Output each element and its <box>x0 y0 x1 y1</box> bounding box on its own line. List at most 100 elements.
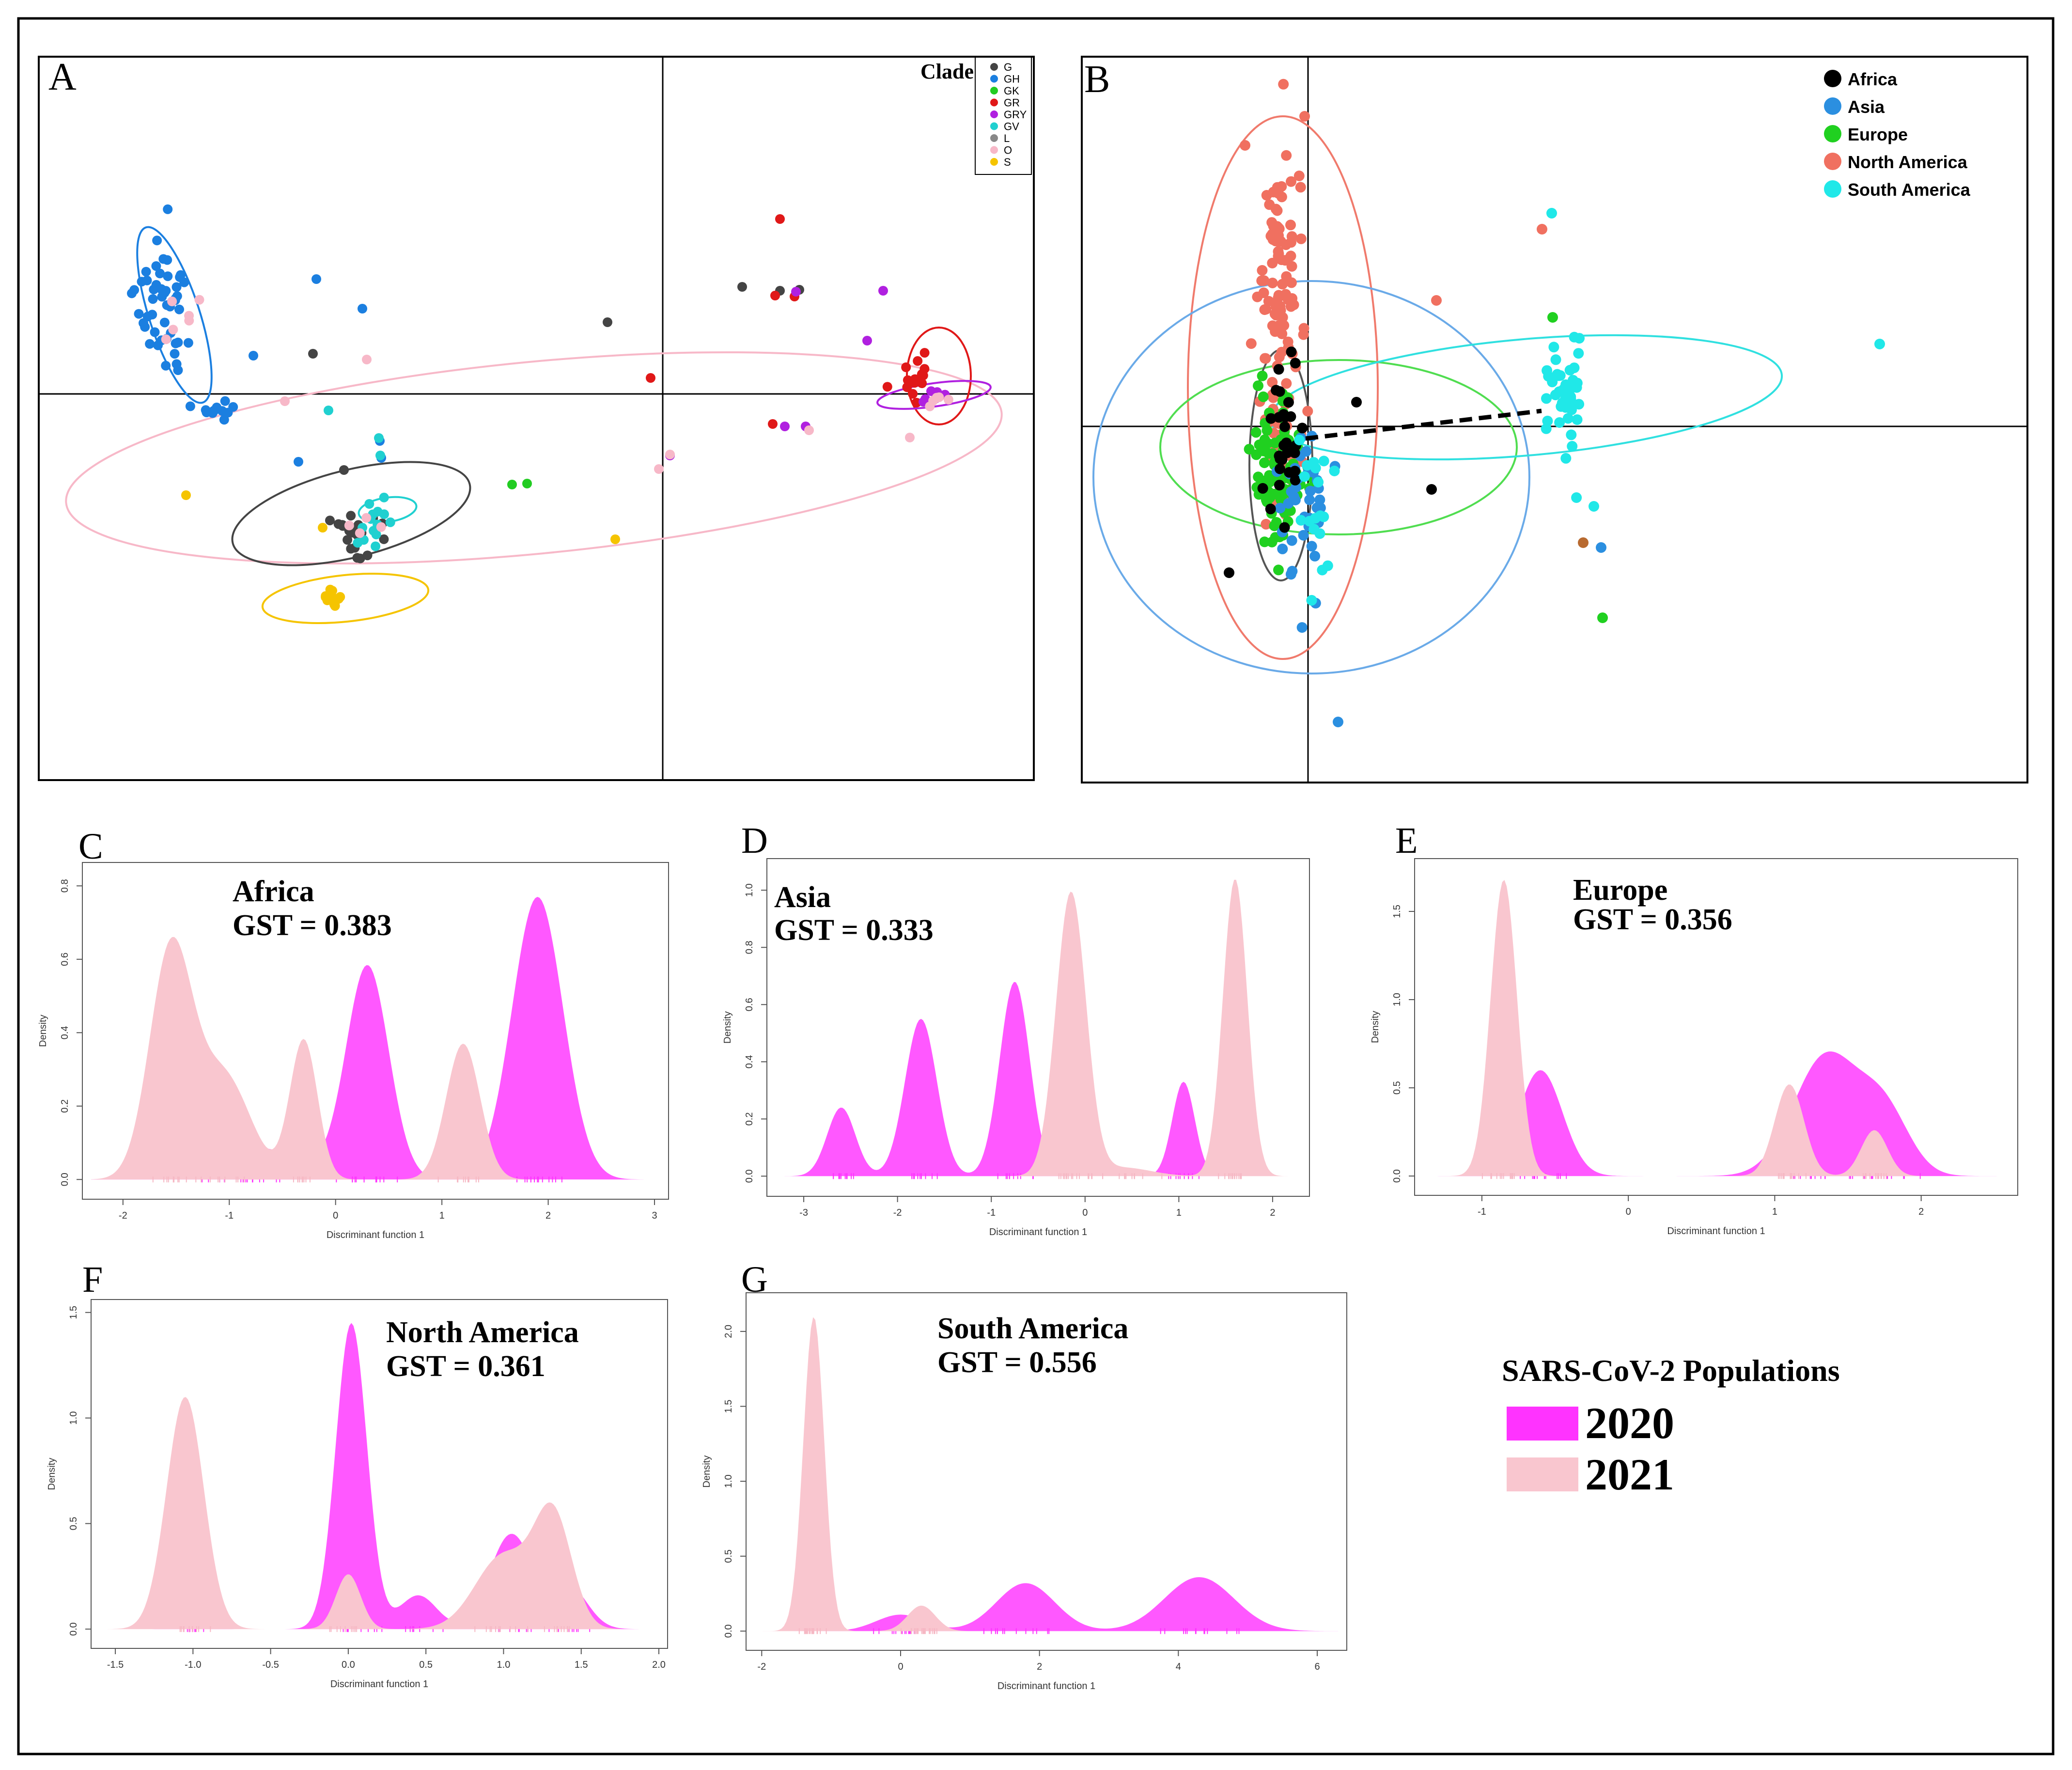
clade-legend-marker-l <box>990 134 998 142</box>
point-clade-gv <box>374 433 384 443</box>
point-region-south-america <box>1302 460 1312 471</box>
density-area-e-2021 <box>1423 880 2009 1176</box>
point-clade-gh <box>170 349 180 359</box>
point-clade-gry <box>878 286 888 296</box>
panel-a-label: A <box>48 56 77 98</box>
panel-a-legend-title: Clade <box>920 60 974 83</box>
clade-legend-marker-gv <box>990 122 998 130</box>
point-region-south-america <box>1313 477 1324 487</box>
density-area-c-2020 <box>91 897 660 1180</box>
point-region-africa <box>1426 484 1437 495</box>
point-clade-o <box>925 401 935 411</box>
point-region-europe <box>1269 520 1280 532</box>
y-axis-label: Density <box>38 1015 48 1047</box>
point-region-south-america <box>1571 382 1582 393</box>
point-clade-g <box>603 317 612 327</box>
point-region-north-america <box>1285 251 1296 262</box>
point-clade-g <box>346 544 356 554</box>
point-region-north-america <box>1287 293 1298 304</box>
clade-legend-marker-gh <box>990 75 998 83</box>
point-clade-gv <box>385 517 395 527</box>
y-tick-label: 1.5 <box>1392 905 1402 918</box>
point-clade-gv <box>353 538 363 548</box>
point-clade-gh <box>173 365 183 375</box>
region-legend-label-europe: Europe <box>1848 125 1908 144</box>
point-clade-gry <box>791 287 801 297</box>
point-region-south-america <box>1295 515 1307 526</box>
point-region-north-america <box>1298 323 1309 334</box>
point-region-asia <box>1296 622 1308 633</box>
point-region-south-america <box>1329 466 1340 476</box>
x-tick-label: -1 <box>987 1207 996 1218</box>
point-clade-gv <box>324 406 333 415</box>
y-axis-label: Density <box>47 1458 57 1490</box>
x-tick-label: 0 <box>898 1661 903 1672</box>
point-clade-s <box>181 490 191 500</box>
point-region-asia <box>1309 550 1321 562</box>
point-region-north-america <box>1286 277 1297 288</box>
ellipse-region-asia <box>1092 280 1530 674</box>
x-tick-label: -3 <box>799 1207 808 1218</box>
point-region-north-america <box>1271 310 1282 321</box>
density-frame-c <box>82 862 669 1200</box>
point-clade-gh <box>249 351 258 360</box>
point-clade-gr <box>908 389 918 399</box>
point-clade-gr <box>882 382 892 392</box>
point-clade-gh <box>179 277 189 287</box>
point-clade-gh <box>163 271 173 282</box>
y-axis-label: Density <box>701 1456 712 1488</box>
gst-label-d: GST = 0.333 <box>774 914 934 947</box>
point-region-north-america <box>1267 258 1278 268</box>
point-clade-gr <box>917 378 927 388</box>
region-legend-label-asia: Asia <box>1848 97 1885 117</box>
point-clade-gr <box>910 374 920 384</box>
clade-legend-marker-gry <box>990 110 998 118</box>
density-panel-d: -3 -2 -1 0 1 2 0.0 0.2 0.4 0.6 0.8 1.0 Discriminant … <box>722 820 1310 1237</box>
point-region-south-america <box>1541 393 1552 404</box>
point-clade-o <box>161 334 171 345</box>
x-tick-label: 3 <box>652 1210 657 1221</box>
point-region-north-america <box>1268 220 1279 232</box>
point-region-north-america <box>1302 406 1313 417</box>
y-axis-label: Density <box>1370 1011 1381 1043</box>
clade-legend-marker-g <box>990 63 998 71</box>
point-clade-s <box>334 594 344 604</box>
point-region-north-america <box>1270 326 1281 337</box>
clade-legend-label-gry: GRY <box>1004 109 1027 121</box>
point-region-north-america <box>1240 140 1250 151</box>
density-frame-g <box>746 1292 1347 1651</box>
point-region-north-america <box>1267 278 1278 288</box>
y-tick-label: 0.0 <box>68 1622 79 1636</box>
y-tick-label: 0.8 <box>60 879 70 893</box>
clade-legend-label-gk: GK <box>1004 85 1019 97</box>
point-region-africa <box>1275 463 1285 474</box>
region-legend-label-africa: Africa <box>1848 69 1898 89</box>
point-clade-gv <box>373 506 383 517</box>
x-axis-label: Discriminant function 1 <box>330 1679 428 1690</box>
point-clade-gh <box>142 275 152 285</box>
density-panel-c: -2 -1 0 1 2 3 0.0 0.2 0.4 0.6 0.8 Discriminant func… <box>38 826 669 1240</box>
point-clade-o <box>344 520 354 531</box>
x-tick-label: 1.5 <box>575 1660 588 1670</box>
point-clade-gh <box>174 304 184 314</box>
panel-b-legend: Africa Asia Europe North America South Ameri… <box>1824 69 1971 200</box>
point-region-south-america <box>1565 391 1576 402</box>
point-region-south-america <box>1566 429 1577 440</box>
x-tick-label: -1 <box>225 1210 234 1221</box>
point-region-south-america <box>1589 501 1599 512</box>
point-region-north-america <box>1276 181 1287 192</box>
point-clade-gh <box>161 360 171 371</box>
point-region-north-america <box>1270 301 1281 313</box>
point-clade-g <box>737 282 747 292</box>
y-tick-label: 0.0 <box>60 1173 70 1186</box>
point-region-north-america <box>1268 187 1279 198</box>
point-region-north-america <box>1256 275 1267 286</box>
panel-letter-e: E <box>1395 820 1418 861</box>
region-legend-marker-north-america <box>1824 153 1841 170</box>
point-region-north-america <box>1299 111 1310 122</box>
region-legend-label-north-america: North America <box>1848 152 1968 172</box>
point-region-south-america <box>1541 423 1552 434</box>
point-clade-gr <box>903 375 913 385</box>
clade-legend-marker-o <box>990 146 998 154</box>
y-tick-label: 0.4 <box>60 1026 70 1039</box>
